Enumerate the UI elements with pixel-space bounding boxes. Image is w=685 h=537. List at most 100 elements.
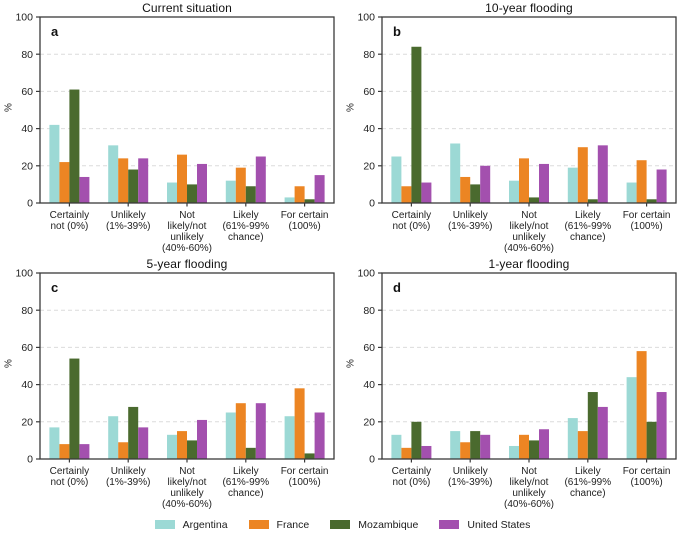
y-tick-label: 20	[363, 160, 375, 172]
bar-france	[177, 154, 187, 203]
y-axis-label: %	[3, 359, 15, 368]
x-tick-label: (61%-99%	[564, 221, 611, 232]
y-tick-label: 60	[21, 342, 33, 354]
bar-argentina	[49, 427, 60, 459]
x-tick-label: (100%)	[288, 221, 320, 232]
y-tick-label: 80	[363, 49, 375, 61]
bar-france	[118, 158, 129, 203]
bar-france	[636, 351, 647, 459]
x-tick-label: Unlikely	[111, 210, 146, 221]
bar-mozambique	[646, 199, 657, 203]
bar-united-states	[656, 392, 667, 459]
bar-france	[59, 444, 70, 459]
x-tick-label: Unlikely	[111, 466, 146, 477]
bar-united-states	[421, 182, 432, 203]
y-tick-label: 60	[363, 342, 375, 354]
panel-b: 0 20 40 60 80 100 Certainly not (0%) Unlikely (1%…	[342, 0, 684, 256]
x-tick-label: unlikely	[170, 232, 203, 243]
bar-mozambique	[411, 46, 422, 204]
bar-argentina	[167, 182, 177, 203]
y-tick-label: 40	[363, 379, 375, 391]
legend-swatch-france	[248, 520, 269, 529]
y-axis-label: %	[3, 103, 15, 112]
x-tick-label: (1%-39%)	[106, 221, 150, 232]
x-tick-label: likely/not	[510, 477, 549, 488]
x-tick-label: (40%-60%)	[162, 499, 212, 510]
x-tick-label: (40%-60%)	[504, 499, 554, 510]
bar-france	[636, 160, 647, 203]
bar-argentina	[509, 445, 519, 459]
bar-france	[294, 388, 305, 459]
bar-mozambique	[304, 453, 315, 459]
y-tick-label: 40	[363, 123, 375, 135]
x-tick-label: (1%-39%)	[106, 477, 150, 488]
legend-item-united-states: United States	[439, 519, 530, 531]
x-tick-label: Likely	[575, 466, 601, 477]
x-tick-label: Unlikely	[453, 210, 488, 221]
bar-united-states	[539, 429, 549, 459]
x-tick-label: Certainly	[50, 466, 89, 477]
bar-united-states	[597, 145, 608, 203]
bar-argentina	[284, 197, 295, 203]
bar-united-states	[314, 175, 325, 203]
x-tick-label: likely/not	[510, 221, 549, 232]
bar-argentina	[284, 416, 295, 459]
x-tick-label: (61%-99%	[564, 477, 611, 488]
y-tick-label: 20	[363, 416, 375, 428]
bar-mozambique	[470, 184, 481, 203]
panel-title: 1-year flooding	[488, 257, 570, 271]
bar-mozambique	[245, 186, 256, 203]
y-tick-label: 60	[363, 86, 375, 98]
x-tick-label: Not	[179, 466, 195, 477]
bar-france	[519, 434, 529, 459]
bar-united-states	[138, 158, 149, 203]
y-tick-label: 100	[15, 268, 33, 280]
x-tick-label: unlikely	[512, 488, 545, 499]
x-tick-label: Not	[521, 210, 537, 221]
bar-mozambique	[187, 440, 197, 459]
bar-united-states	[255, 403, 266, 459]
panel-a: 0 20 40 60 80 100 Certainly not (0%) Unlikely (1%…	[0, 0, 342, 256]
y-tick-label: 0	[369, 198, 375, 210]
x-tick-label: Certainly	[50, 210, 89, 221]
x-tick-label: Certainly	[392, 466, 431, 477]
x-tick-label: Likely	[233, 466, 259, 477]
bar-france	[235, 403, 246, 459]
y-tick-label: 40	[21, 379, 33, 391]
bar-argentina	[567, 418, 578, 459]
bar-argentina	[225, 412, 236, 459]
bar-france	[460, 442, 471, 459]
x-tick-label: For certain	[623, 210, 671, 221]
panel-d: 0 20 40 60 80 100 Certainly not (0%) Unlikely (1%…	[342, 256, 684, 512]
y-tick-label: 40	[21, 123, 33, 135]
legend-label: Argentina	[182, 518, 228, 531]
bar-argentina	[391, 156, 402, 203]
x-tick-label: (40%-60%)	[504, 243, 554, 254]
bar-united-states	[314, 412, 325, 459]
x-tick-label: not (0%)	[51, 221, 89, 232]
x-tick-label: Not	[521, 466, 537, 477]
bar-mozambique	[411, 421, 422, 459]
x-tick-label: Unlikely	[453, 466, 488, 477]
y-tick-label: 100	[15, 12, 33, 24]
x-tick-label: chance)	[570, 232, 606, 243]
x-tick-label: For certain	[623, 466, 671, 477]
bar-france	[294, 186, 305, 203]
bar-united-states	[197, 163, 207, 203]
y-tick-label: 100	[357, 268, 375, 280]
bar-mozambique	[128, 406, 139, 459]
bar-france	[519, 158, 529, 203]
bar-mozambique	[304, 199, 315, 203]
x-tick-label: chance)	[228, 232, 264, 243]
panel-title: Current situation	[142, 1, 232, 15]
x-tick-label: chance)	[228, 488, 264, 499]
bar-france	[59, 162, 70, 203]
x-tick-label: Likely	[575, 210, 601, 221]
legend-label: France	[276, 518, 310, 531]
legend: Argentina France Mozambique United State…	[0, 512, 685, 537]
x-tick-label: (1%-39%)	[448, 221, 492, 232]
bar-argentina	[450, 431, 461, 459]
bar-united-states	[421, 445, 432, 459]
